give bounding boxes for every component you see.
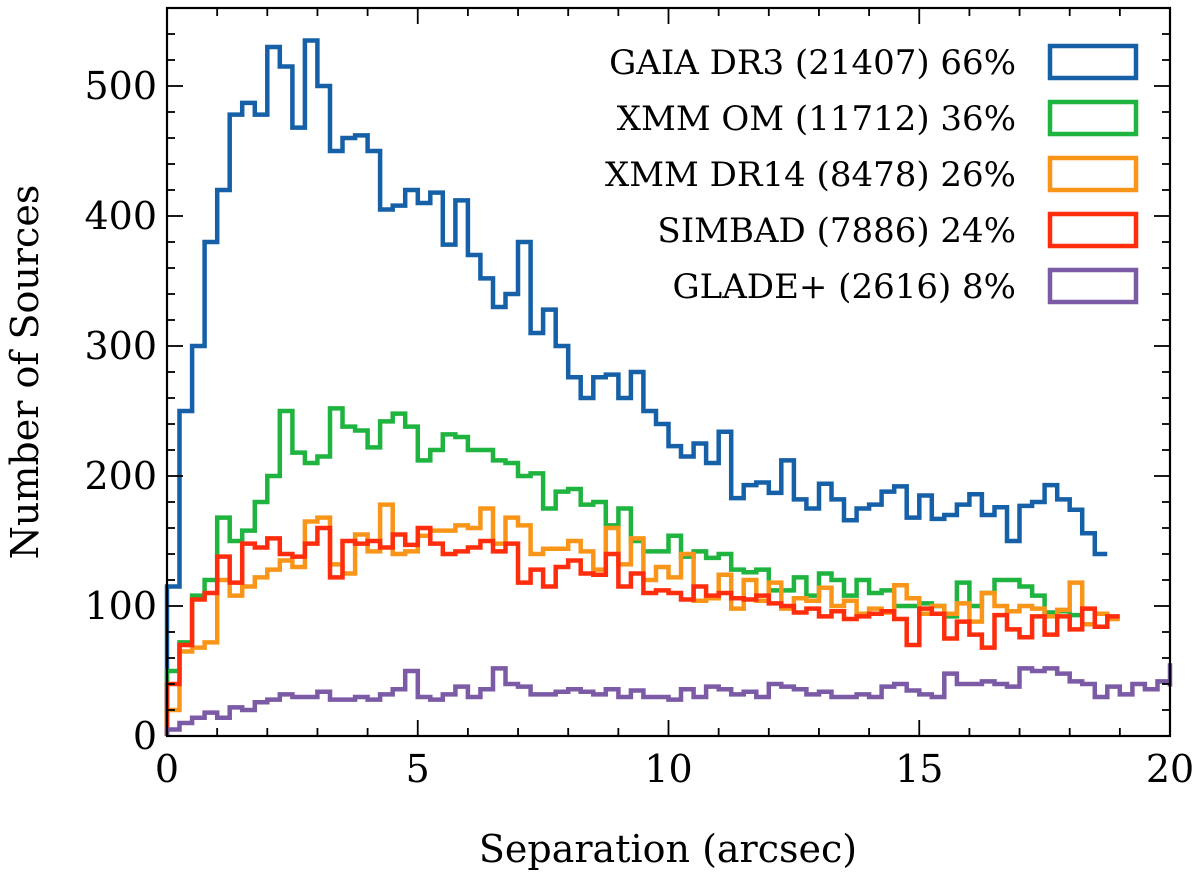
legend-swatch-2	[1047, 99, 1139, 137]
legend-label-3: XMM DR14 (8478) 26%	[605, 155, 1016, 195]
series-line-5	[164, 663, 1173, 736]
y-tick-label-2: 200	[84, 454, 157, 498]
y-axis-label: Number of Sources	[3, 185, 47, 560]
y-tick-label-0: 0	[133, 714, 157, 758]
x-tick-label-4: 20	[1146, 747, 1194, 791]
legend-label-4: SIMBAD (7886) 24%	[657, 211, 1016, 251]
legend-swatch-3	[1047, 155, 1139, 193]
legend-swatch-5	[1047, 267, 1139, 305]
series-layer	[164, 38, 1173, 736]
x-axis-label: Separation (arcsec)	[479, 827, 857, 871]
series-line-3	[164, 502, 1120, 736]
x-tick-label-0: 0	[155, 747, 179, 791]
y-tick-label-5: 500	[84, 64, 157, 108]
legend-label-2: XMM OM (11712) 36%	[617, 99, 1016, 139]
legend-label-1: GAIA DR3 (21407) 66%	[609, 43, 1016, 83]
x-tick-label-2: 10	[644, 747, 692, 791]
legend-swatch-1	[1047, 43, 1139, 81]
legend-swatch-4	[1047, 211, 1139, 249]
plot-frame	[165, 6, 1172, 738]
legend: GAIA DR3 (21407) 66% XMM OM (11712) 36% XM…	[605, 43, 1139, 307]
y-tick-label-1: 100	[84, 584, 157, 628]
series-line-4	[164, 525, 1120, 736]
x-tick-label-1: 5	[406, 747, 430, 791]
series-line-1	[164, 38, 1108, 736]
x-tick-label-3: 15	[895, 747, 943, 791]
y-tick-label-3: 300	[84, 324, 157, 368]
series-line-2	[164, 406, 1083, 736]
y-tick-label-4: 400	[84, 194, 157, 238]
legend-label-5: GLADE+ (2616) 8%	[673, 267, 1016, 307]
